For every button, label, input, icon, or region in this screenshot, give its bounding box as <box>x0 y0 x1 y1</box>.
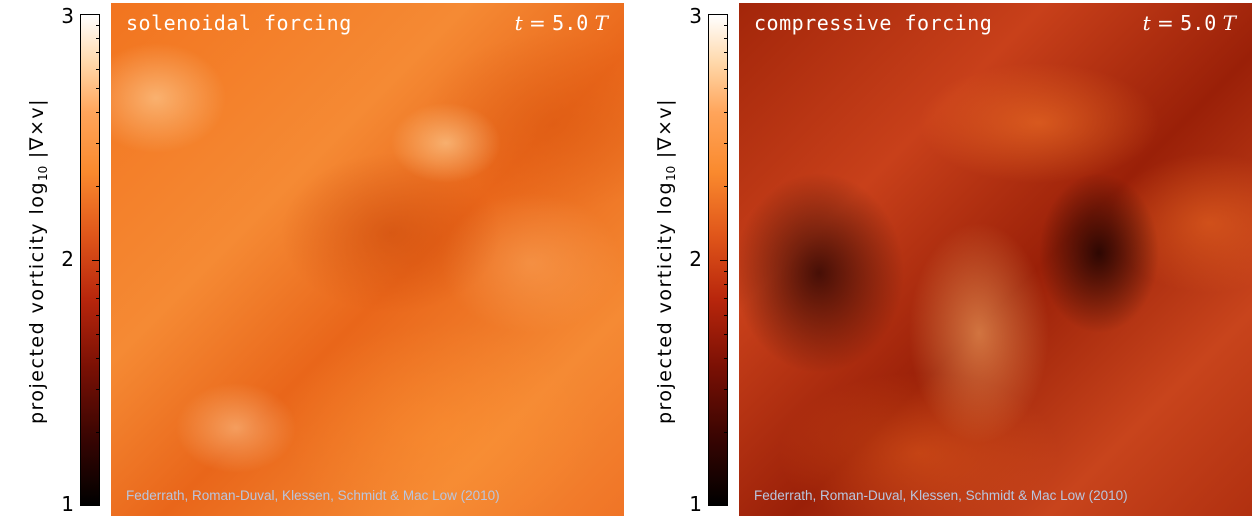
colorbar-tick-label: 2 <box>61 247 74 271</box>
colorbar-minor-tick <box>96 298 100 300</box>
colorbar-minor-tick <box>96 111 100 113</box>
colorbar-minor-tick <box>724 111 728 113</box>
solenoidal-panel: 3 2 1 projected vorticity log10 |∇×v| so… <box>26 3 624 516</box>
colorbar-minor-tick <box>96 431 100 433</box>
colorbar-tick-label: 3 <box>689 4 702 28</box>
colorbar-tick-label: 3 <box>61 4 74 28</box>
colorbar-minor-tick <box>724 334 728 336</box>
colorbar-minor-tick <box>96 185 100 187</box>
colorbar-minor-tick <box>724 271 728 273</box>
time-label: t = 5.0 T <box>1142 11 1236 35</box>
colorbar-major-tick <box>720 14 728 15</box>
colorbar-minor-tick <box>96 25 100 27</box>
colorbar-minor-tick <box>724 142 728 144</box>
colorbar-major-tick <box>92 505 100 506</box>
compressive-panel: 3 2 1 projected vorticity log10 |∇×v| co… <box>628 0 1256 520</box>
colorbar-tick-label: 1 <box>61 492 74 516</box>
colorbar-minor-tick <box>96 283 100 285</box>
colorbar-minor-tick <box>724 388 728 390</box>
colorbar-title: projected vorticity log10 |∇×v| <box>26 97 50 425</box>
colorbar-major-tick <box>92 260 100 261</box>
colorbar-minor-tick <box>96 68 100 70</box>
colorbar-minor-tick <box>96 37 100 39</box>
vorticity-image <box>111 3 624 516</box>
colorbar-minor-tick <box>96 52 100 54</box>
colorbar-minor-tick <box>96 88 100 90</box>
colorbar-minor-tick <box>96 271 100 273</box>
colorbar-major-tick <box>720 505 728 506</box>
credit-text: Federrath, Roman-Duval, Klessen, Schmidt… <box>126 488 500 503</box>
colorbar-minor-tick <box>96 388 100 390</box>
colorbar-major-tick <box>720 260 728 261</box>
colorbar-minor-tick <box>724 314 728 316</box>
colorbar-title: projected vorticity log10 |∇×v| <box>654 97 678 425</box>
colorbar-minor-tick <box>724 283 728 285</box>
colorbar-major-tick <box>92 14 100 15</box>
colorbar-minor-tick <box>724 37 728 39</box>
vorticity-image <box>739 3 1252 516</box>
colorbar-minor-tick <box>724 185 728 187</box>
time-label: t = 5.0 T <box>514 11 608 35</box>
colorbar-minor-tick <box>724 68 728 70</box>
colorbar-minor-tick <box>724 298 728 300</box>
colorbar-minor-tick <box>724 25 728 27</box>
panel-title: compressive forcing <box>754 11 993 35</box>
colorbar-minor-tick <box>724 357 728 359</box>
credit-text: Federrath, Roman-Duval, Klessen, Schmidt… <box>754 488 1128 503</box>
colorbar-minor-tick <box>724 52 728 54</box>
colorbar-minor-tick <box>96 142 100 144</box>
colorbar-tick-label: 1 <box>689 492 702 516</box>
panel-title: solenoidal forcing <box>126 11 352 35</box>
colorbar-minor-tick <box>724 88 728 90</box>
colorbar-minor-tick <box>96 334 100 336</box>
colorbar-minor-tick <box>96 357 100 359</box>
colorbar-tick-label: 2 <box>689 247 702 271</box>
colorbar-minor-tick <box>96 314 100 316</box>
colorbar-minor-tick <box>724 431 728 433</box>
